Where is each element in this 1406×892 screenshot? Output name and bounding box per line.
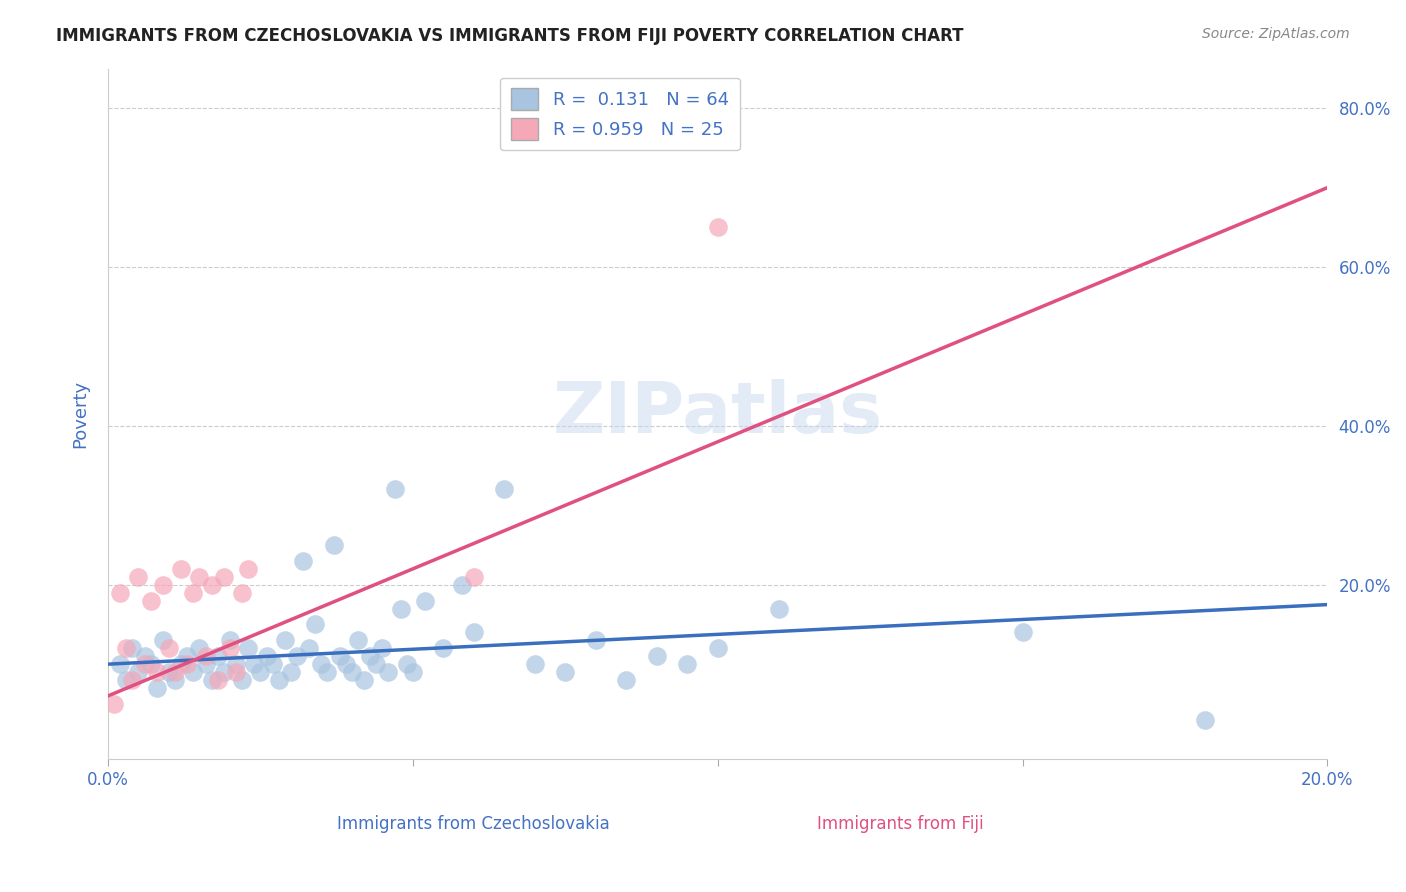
Point [183,585,205,599]
Point [115,641,138,656]
Point [127,665,149,679]
Point [395,657,418,672]
Point [274,633,297,648]
Point [463,570,485,584]
Point [292,554,315,568]
Point [494,483,516,497]
Point [225,665,247,679]
Point [194,649,217,664]
Point [285,649,308,664]
Point [201,578,224,592]
Point [157,641,180,656]
Point [108,585,131,599]
Point [134,649,156,664]
Point [194,657,217,672]
Point [340,665,363,679]
Point [212,570,235,584]
Point [183,665,205,679]
Point [145,665,167,679]
Point [384,483,406,497]
Text: Source: ZipAtlas.com: Source: ZipAtlas.com [1202,27,1350,41]
Point [170,657,193,672]
Point [249,665,271,679]
Point [243,657,266,672]
Point [145,681,167,695]
Point [676,657,699,672]
Point [225,657,247,672]
Point [207,673,229,687]
Point [152,578,174,592]
Point [450,578,472,592]
Point [256,649,278,664]
Point [316,665,339,679]
Point [139,657,162,672]
Point [219,633,242,648]
Point [238,562,260,576]
Point [377,665,399,679]
Point [121,641,143,656]
Point [554,665,576,679]
Point [645,649,668,664]
Point [238,641,260,656]
Point [353,673,375,687]
Point [231,585,253,599]
Point [134,657,156,672]
Text: ZIPatlas: ZIPatlas [553,379,883,449]
Point [231,673,253,687]
Point [188,641,211,656]
Point [108,657,131,672]
Point [176,657,198,672]
Point [188,570,211,584]
Point [402,665,425,679]
Point [413,593,436,607]
Point [207,649,229,664]
Point [585,633,607,648]
Point [267,673,290,687]
Point [127,570,149,584]
Point [201,673,224,687]
Point [121,673,143,687]
Point [347,633,370,648]
Point [371,641,394,656]
Point [298,641,321,656]
Point [366,657,388,672]
Point [280,665,302,679]
Point [614,673,637,687]
Point [389,601,412,615]
Text: Immigrants from Fiji: Immigrants from Fiji [817,814,984,833]
Point [103,697,125,711]
Point [329,649,352,664]
Point [170,562,193,576]
Y-axis label: Poverty: Poverty [72,380,89,448]
Point [523,657,546,672]
Point [1194,713,1216,727]
Point [139,593,162,607]
Legend: R =  0.131   N = 64, R = 0.959   N = 25: R = 0.131 N = 64, R = 0.959 N = 25 [501,78,740,151]
Point [322,538,344,552]
Point [1011,625,1033,640]
Point [176,649,198,664]
Point [212,665,235,679]
Point [768,601,790,615]
Point [152,633,174,648]
Point [706,641,728,656]
Point [165,665,187,679]
Text: IMMIGRANTS FROM CZECHOSLOVAKIA VS IMMIGRANTS FROM FIJI POVERTY CORRELATION CHART: IMMIGRANTS FROM CZECHOSLOVAKIA VS IMMIGR… [56,27,963,45]
Point [157,665,180,679]
Point [463,625,485,640]
Point [115,673,138,687]
Point [262,657,284,672]
Point [359,649,381,664]
Point [165,673,187,687]
Point [219,641,242,656]
Point [304,617,326,632]
Point [311,657,333,672]
Point [706,220,728,235]
Point [432,641,454,656]
Text: Immigrants from Czechoslovakia: Immigrants from Czechoslovakia [337,814,610,833]
Point [335,657,357,672]
